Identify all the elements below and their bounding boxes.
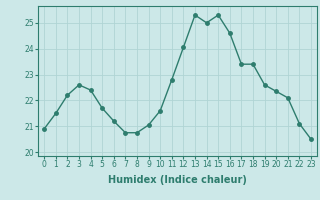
X-axis label: Humidex (Indice chaleur): Humidex (Indice chaleur): [108, 175, 247, 185]
